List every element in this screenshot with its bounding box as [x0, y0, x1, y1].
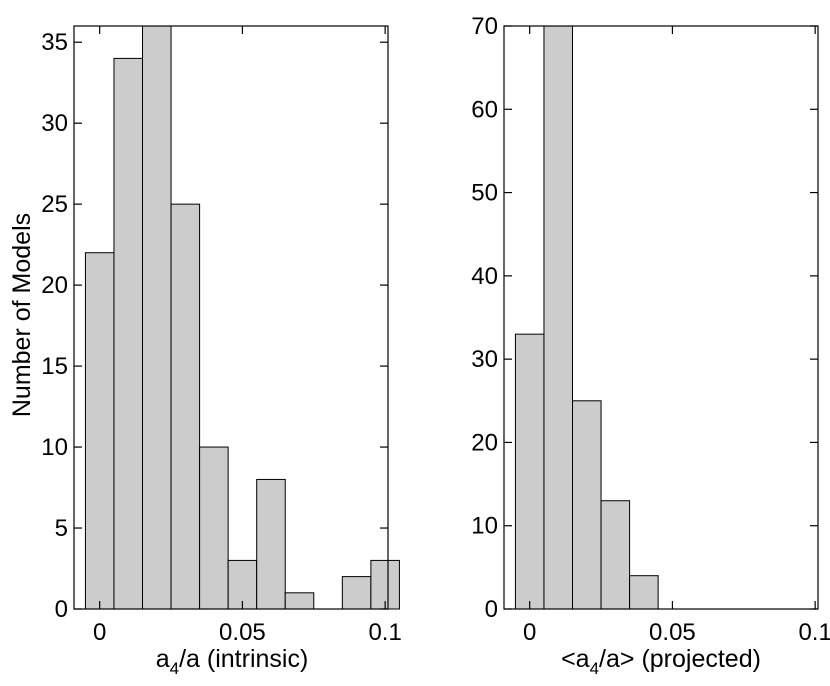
intrinsic-histogram-panel: 0 5 10 15 20 25 30 35 0 0.05 0.1 a4/a (intrinsic): [41, 25, 402, 678]
intrinsic-bar-10: [370, 559, 400, 610]
intrinsic-x-tick-label: 0.05: [219, 619, 266, 646]
intrinsic-x-tick-label: 0.1: [368, 619, 401, 646]
intrinsic-bar-6: [256, 478, 286, 610]
projected-y-tick-label: 20: [471, 429, 498, 456]
intrinsic-bar-1: [113, 57, 144, 610]
intrinsic-y-tick-label: 25: [41, 191, 68, 218]
projected-x-tick-label: 0: [523, 619, 536, 646]
intrinsic-x-tick-label: 0: [93, 619, 106, 646]
intrinsic-bar-7: [284, 592, 315, 610]
projected-bar-4: [629, 575, 659, 610]
intrinsic-y-tick-label: 5: [55, 515, 68, 542]
projected-axes-frame: [503, 25, 819, 610]
projected-y-tick-label: 70: [471, 13, 498, 40]
intrinsic-y-tick-label: 20: [41, 272, 68, 299]
intrinsic-bar-9: [341, 576, 372, 610]
intrinsic-y-tick-label: 10: [41, 434, 68, 461]
projected-y-tick-label: 40: [471, 263, 498, 290]
projected-histogram-panel: 0 10 20 30 40 50 60 70 0 0.05 0.1 <a4/a> (projected…: [471, 13, 830, 678]
intrinsic-axes-frame: [73, 25, 389, 610]
projected-x-axis-label: <a4/a> (projected): [561, 645, 761, 678]
intrinsic-y-tick-label: 30: [41, 110, 68, 137]
projected-y-tick-label: 10: [471, 513, 498, 540]
intrinsic-bar-2: [142, 25, 172, 610]
projected-y-tick-label: 60: [471, 96, 498, 123]
intrinsic-bar-3: [170, 203, 201, 610]
intrinsic-y-tick-label: 15: [41, 353, 68, 380]
projected-bar-2: [572, 400, 602, 610]
projected-y-tick-label: 0: [485, 596, 498, 623]
projected-y-tick-label: 30: [471, 346, 498, 373]
intrinsic-y-tick-label: 0: [55, 596, 68, 623]
projected-x-tick-label: 0.05: [649, 619, 696, 646]
intrinsic-bar-5: [227, 559, 258, 610]
intrinsic-x-axis-label: a4/a (intrinsic): [156, 645, 309, 678]
projected-bar-1: [543, 25, 574, 610]
projected-x-tick-label: 0.1: [798, 619, 830, 646]
y-axis-label: Number of Models: [8, 213, 36, 417]
projected-y-tick-label: 50: [471, 180, 498, 207]
projected-bar-3: [600, 500, 631, 610]
intrinsic-bar-4: [199, 446, 229, 610]
intrinsic-y-tick-label: 35: [41, 29, 68, 56]
projected-bar-0: [514, 333, 545, 610]
intrinsic-bar-0: [84, 252, 115, 610]
